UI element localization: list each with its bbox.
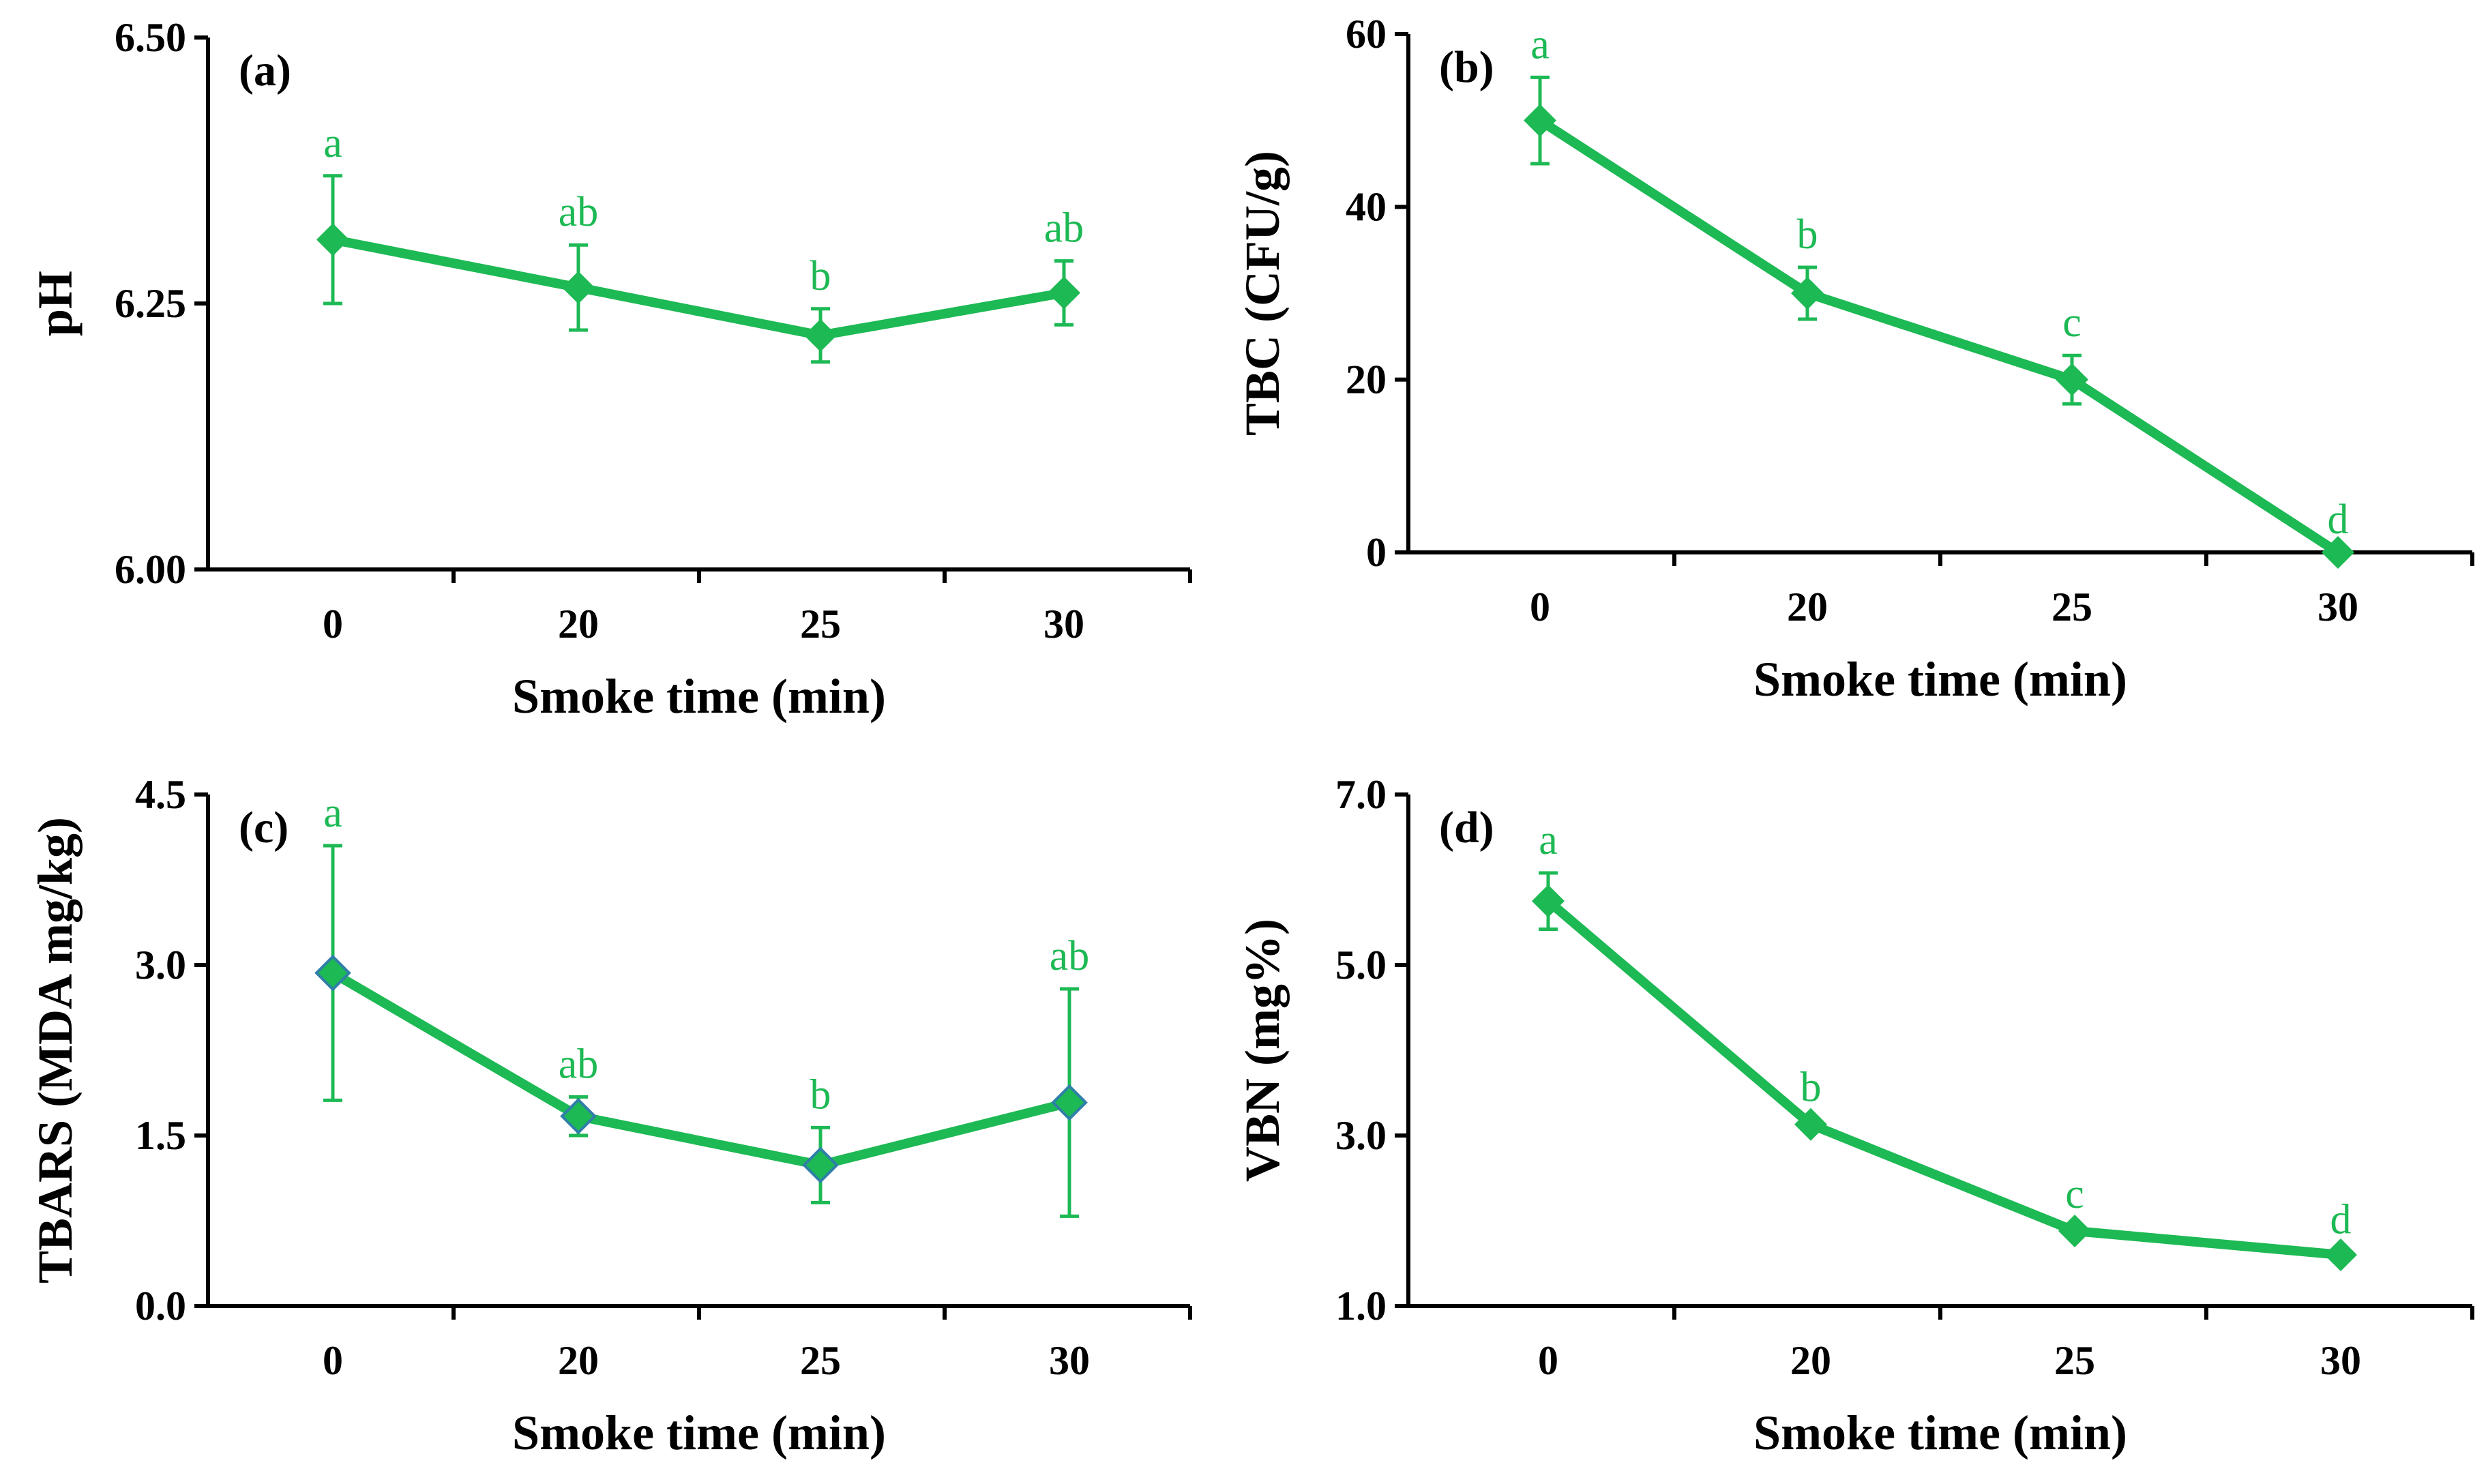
y-tick-label: 4.5	[135, 772, 186, 817]
y-tick-label: 3.0	[135, 943, 186, 988]
significance-letter: b	[810, 253, 831, 299]
significance-letter: b	[810, 1071, 831, 1118]
data-point	[1524, 104, 1556, 137]
data-point	[2324, 1238, 2357, 1271]
y-tick-label: 3.0	[1335, 1113, 1387, 1158]
panel-label: (a)	[239, 46, 291, 95]
x-tick-label: 0	[323, 602, 343, 647]
y-tick-label: 1.5	[135, 1113, 186, 1158]
y-tick-label: 1.0	[1335, 1283, 1387, 1329]
x-tick-label: 25	[2052, 584, 2092, 629]
x-axis-title: Smoke time (min)	[512, 669, 886, 724]
y-tick-label: 0.0	[135, 1283, 186, 1329]
series-line	[331, 235, 1065, 340]
data-point	[316, 223, 349, 256]
x-axis-title: Smoke time (min)	[1753, 652, 2127, 707]
significance-letter: ab	[1044, 205, 1084, 252]
y-axis-title: TBC (CFU/g)	[1235, 151, 1290, 436]
chart-panel-a: 6.00 6.25 6.50 0 20 25 30 Smoke time (min) pH (a)…	[28, 15, 1192, 724]
data-point	[804, 318, 837, 352]
significance-letter: a	[323, 790, 342, 836]
significance-letter: ab	[559, 1041, 599, 1087]
data-point	[1532, 885, 1565, 918]
x-tick-label: 20	[558, 602, 599, 647]
y-tick-label: 6.25	[115, 281, 186, 326]
chart-panel-d: 1.0 3.0 5.0 7.0 0 20 25 30 Smoke time (min) VBN (…	[1235, 772, 2474, 1460]
x-tick-label: 30	[2317, 584, 2358, 629]
data-point	[1794, 1108, 1827, 1141]
y-axis-title: VBN (mg%)	[1235, 919, 1290, 1182]
series-line	[330, 968, 1071, 1170]
significance-letter: ab	[559, 189, 599, 235]
x-tick-label: 30	[1049, 1338, 1090, 1383]
y-axis-title: pH	[28, 271, 83, 336]
y-tick-label: 60	[1346, 12, 1387, 57]
data-point	[1048, 276, 1080, 310]
x-tick-label: 20	[1787, 584, 1828, 629]
y-tick-label: 6.50	[115, 15, 186, 60]
panel-label: (b)	[1439, 42, 1494, 92]
significance-letter: d	[2328, 496, 2349, 543]
significance-letter: a	[1539, 817, 1558, 863]
x-tick-label: 25	[800, 602, 841, 647]
y-tick-label: 20	[1346, 357, 1387, 402]
significance-letter: a	[323, 120, 342, 166]
x-tick-label: 0	[1530, 584, 1550, 629]
series-line	[1537, 116, 2341, 556]
panel-label: (c)	[239, 803, 288, 852]
x-tick-label: 0	[323, 1338, 343, 1383]
x-tick-label: 25	[2054, 1338, 2095, 1383]
data-point	[1051, 1084, 1088, 1121]
x-tick-label: 30	[1043, 602, 1084, 647]
x-tick-label: 30	[2320, 1338, 2361, 1383]
data-point	[314, 954, 351, 992]
data-point	[562, 271, 595, 304]
data-point	[2322, 536, 2354, 569]
x-tick-label: 20	[558, 1338, 599, 1383]
y-tick-label: 7.0	[1335, 772, 1387, 817]
x-tick-label: 25	[800, 1338, 841, 1383]
y-tick-label: 5.0	[1335, 943, 1387, 988]
significance-letter: c	[2062, 299, 2082, 346]
y-tick-label: 40	[1346, 184, 1387, 229]
data-point	[2056, 363, 2088, 396]
data-point	[802, 1146, 839, 1184]
y-axis-title: TBARS (MDA mg/kg)	[28, 817, 83, 1283]
significance-letter: b	[1801, 1065, 1822, 1111]
chart-panel-b: 0 20 40 60 0 20 25 30 Smoke time (min) TBC (CFU/g…	[1235, 12, 2474, 707]
x-tick-label: 0	[1538, 1338, 1558, 1383]
x-axis-title: Smoke time (min)	[512, 1406, 886, 1460]
panel-label: (d)	[1439, 803, 1494, 852]
data-point	[2058, 1215, 2091, 1247]
significance-letter: a	[1530, 21, 1550, 68]
significance-letter: c	[2065, 1171, 2084, 1217]
x-tick-label: 20	[1790, 1338, 1831, 1383]
significance-letter: b	[1797, 211, 1818, 258]
series-line	[1545, 897, 2341, 1260]
chart-panel-c: 0.0 1.5 3.0 4.5 0 20 25 30 Smoke time (min) TBARS…	[28, 772, 1192, 1460]
y-tick-label: 0	[1366, 530, 1387, 575]
x-axis-title: Smoke time (min)	[1753, 1406, 2127, 1460]
significance-letter: d	[2330, 1196, 2352, 1243]
significance-letter: ab	[1050, 933, 1090, 979]
y-tick-label: 6.00	[115, 547, 186, 592]
data-point	[1791, 277, 1824, 310]
data-point	[560, 1097, 597, 1135]
